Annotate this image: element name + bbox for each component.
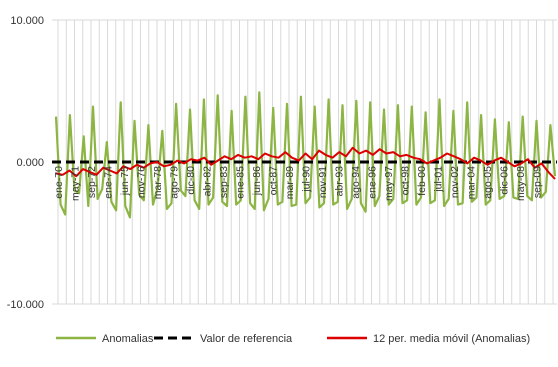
y-tick-label: 0.000 [16, 157, 44, 169]
legend-label: Anomalias [102, 333, 154, 345]
x-tick-label: abr-93 [334, 166, 346, 197]
x-tick-label: dic-06 [499, 166, 511, 195]
series-media-movil [55, 146, 556, 180]
x-tick-label: mar-04 [466, 166, 478, 199]
x-tick-label: feb-00 [416, 166, 428, 196]
x-tick-label: may-71 [70, 166, 82, 201]
series-layer [52, 91, 557, 219]
x-tick-label: jul-01 [433, 166, 445, 193]
series-anomalias [54, 91, 557, 219]
x-tick-label: jun-86 [251, 166, 263, 196]
x-tick-label: sep-09 [532, 166, 544, 198]
x-tick-label: may-08 [515, 166, 527, 201]
x-tick-label: nov-02 [449, 166, 461, 198]
x-tick-label: nov-91 [317, 166, 329, 198]
x-tick-label: ene-74 [103, 166, 115, 199]
x-tick-label: oct-98 [400, 166, 412, 195]
x-tick-label: ene-70 [53, 166, 65, 199]
x-tick-label: sep-72 [86, 166, 98, 198]
y-axis-ticks: 10.000 0.000 -10.000 [7, 15, 44, 311]
x-tick-label: ago-05 [482, 166, 494, 199]
x-tick-label: ene-96 [367, 166, 379, 199]
legend-label: 12 per. media móvil (Anomalias) [373, 333, 530, 345]
x-tick-label: mar-89 [284, 166, 296, 199]
x-tick-label: ago-79 [169, 166, 181, 199]
x-tick-label: nov-76 [136, 166, 148, 198]
x-tick-label: may-97 [383, 166, 395, 201]
x-tick-label: mar-78 [152, 166, 164, 199]
x-tick-label: abr-82 [202, 166, 214, 197]
x-tick-label: jun-75 [119, 166, 131, 196]
x-tick-label: ago-94 [350, 166, 362, 199]
legend: Anomalias Valor de referencia 12 per. medi… [56, 333, 530, 345]
x-tick-label: oct-87 [268, 166, 280, 195]
x-tick-label: sep-83 [218, 166, 230, 198]
legend-label: Valor de referencia [200, 333, 293, 345]
x-tick-label: jul-90 [301, 166, 313, 193]
x-tick-label: ene-85 [235, 166, 247, 199]
y-tick-label: 10.000 [10, 15, 44, 27]
x-tick-label: dic-80 [185, 166, 197, 195]
x-axis-ticks: ene-70 may-71 sep-72 ene-74 jun-75 nov-76 mar-… [53, 166, 544, 201]
y-tick-label: -10.000 [7, 299, 44, 311]
